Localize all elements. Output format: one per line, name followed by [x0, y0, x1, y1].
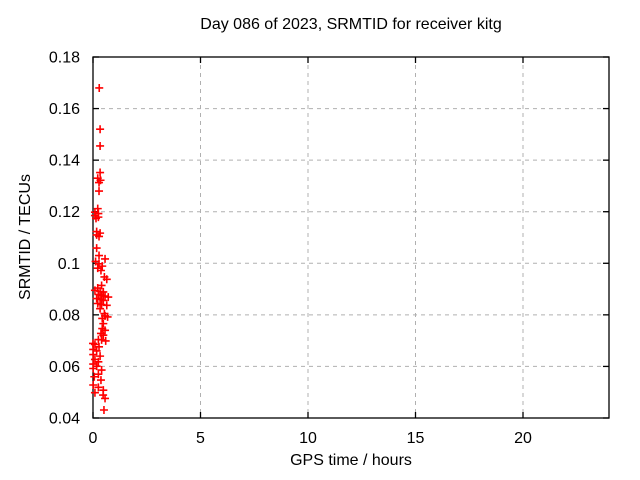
- data-point-marker: [96, 266, 105, 275]
- y-tick-label: 0.12: [49, 204, 80, 221]
- data-point-marker: [99, 319, 108, 328]
- data-point-marker: [96, 376, 105, 385]
- data-point-marker: [96, 141, 105, 150]
- x-tick-label: 20: [514, 430, 532, 447]
- data-point-marker: [95, 342, 104, 351]
- data-point-marker: [102, 275, 111, 284]
- data-point-marker: [96, 304, 105, 313]
- y-tick-label: 0.14: [49, 153, 80, 170]
- data-point-marker: [94, 357, 103, 366]
- y-tick-label: 0.16: [49, 101, 80, 118]
- chart-title: Day 086 of 2023, SRMTID for receiver kit…: [200, 16, 502, 33]
- data-point-marker: [95, 178, 104, 187]
- data-point-marker: [93, 299, 102, 308]
- data-point-marker: [89, 364, 98, 373]
- data-point-marker: [104, 293, 113, 302]
- plot-border: [92, 56, 610, 419]
- data-point-marker: [92, 214, 101, 223]
- data-point-marker: [99, 331, 108, 340]
- data-point-marker: [99, 406, 108, 415]
- data-point-marker: [90, 286, 99, 295]
- data-point-marker: [102, 301, 111, 310]
- data-point-marker: [95, 251, 104, 260]
- x-tick-label: 0: [89, 430, 98, 447]
- data-point-marker: [101, 394, 110, 403]
- data-point-marker: [98, 262, 107, 271]
- x-tick-label: 5: [196, 430, 205, 447]
- data-point-marker: [99, 296, 108, 305]
- data-point-marker: [92, 244, 101, 253]
- data-point-marker: [94, 370, 103, 379]
- data-point-marker: [101, 326, 110, 335]
- data-point-marker: [90, 340, 99, 349]
- x-axis-title: GPS time / hours: [290, 452, 412, 469]
- data-point-marker: [90, 372, 99, 381]
- y-tick-label: 0.08: [49, 307, 80, 324]
- data-point-marker: [96, 125, 105, 134]
- data-point-marker: [97, 366, 106, 375]
- data-point-marker: [94, 383, 103, 392]
- data-point-marker: [95, 83, 104, 92]
- x-tick-label: 10: [299, 430, 317, 447]
- data-point-marker: [89, 350, 98, 359]
- data-point-marker: [95, 187, 104, 196]
- data-point-marker: [97, 335, 106, 344]
- data-point-marker: [90, 388, 99, 397]
- y-tick-label: 0.06: [49, 359, 80, 376]
- data-point-marker: [96, 352, 105, 361]
- y-tick-label: 0.1: [58, 256, 80, 273]
- data-point-marker: [96, 168, 105, 177]
- y-tick-label: 0.04: [49, 411, 80, 428]
- y-tick-label: 0.18: [49, 50, 80, 67]
- data-point-marker: [101, 336, 110, 345]
- data-point-marker: [89, 380, 98, 389]
- data-point-marker: [95, 232, 104, 241]
- data-point-marker: [98, 314, 107, 323]
- data-point-marker: [103, 312, 112, 321]
- x-tick-label: 15: [407, 430, 425, 447]
- data-point-marker: [101, 254, 110, 263]
